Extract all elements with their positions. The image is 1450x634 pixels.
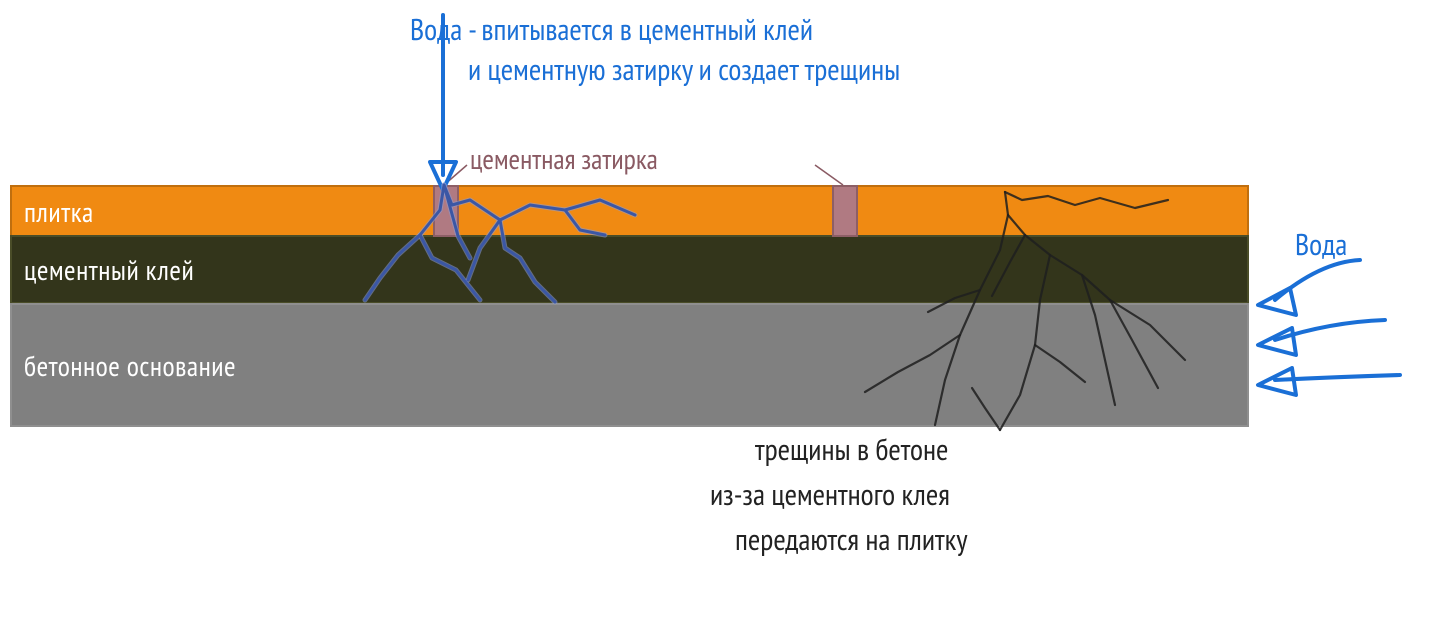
caption-water-top-1: Вода - впитывается в цементный клей	[410, 10, 813, 49]
caption-grout-label: цементная затирка	[470, 140, 658, 177]
caption-bottom-3: передаются на плитку	[735, 520, 968, 559]
grout-block	[433, 185, 459, 237]
layer-glue: цементный клей	[10, 235, 1249, 304]
grout-block	[832, 185, 858, 237]
layer-tile-label: плитка	[12, 193, 94, 230]
layer-glue-label: цементный клей	[12, 251, 194, 288]
caption-water-top-2: и цементную затирку и создает трещины	[468, 50, 900, 89]
layer-concrete: бетонное основание	[10, 303, 1249, 427]
layer-concrete-label: бетонное основание	[12, 347, 236, 384]
caption-bottom-1: трещины в бетоне	[755, 430, 948, 469]
caption-water-right: Вода	[1295, 225, 1347, 264]
diagram-stage: плитка цементный клей бетонное основание…	[0, 0, 1450, 634]
layer-tile: плитка	[10, 185, 1249, 237]
caption-bottom-2: из-за цементного клея	[710, 475, 950, 514]
